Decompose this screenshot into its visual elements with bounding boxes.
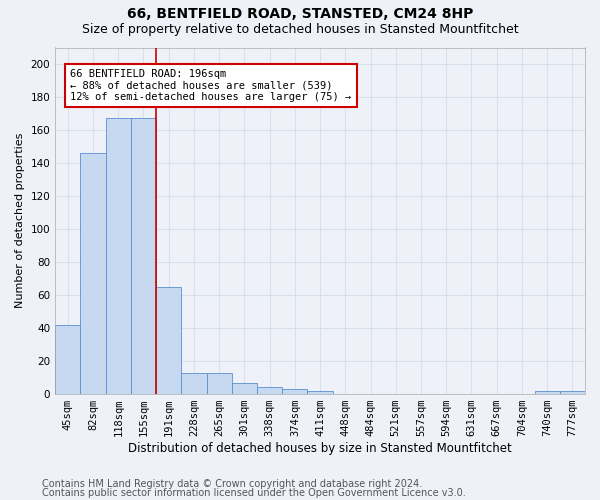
Bar bbox=[232, 382, 257, 394]
Bar bbox=[106, 118, 131, 394]
Y-axis label: Number of detached properties: Number of detached properties bbox=[15, 133, 25, 308]
Text: Contains HM Land Registry data © Crown copyright and database right 2024.: Contains HM Land Registry data © Crown c… bbox=[42, 479, 422, 489]
Bar bbox=[257, 388, 282, 394]
Bar bbox=[156, 287, 181, 394]
Bar bbox=[181, 372, 206, 394]
Bar bbox=[535, 391, 560, 394]
Text: Size of property relative to detached houses in Stansted Mountfitchet: Size of property relative to detached ho… bbox=[82, 22, 518, 36]
Bar bbox=[131, 118, 156, 394]
Bar bbox=[206, 372, 232, 394]
Bar bbox=[307, 391, 332, 394]
X-axis label: Distribution of detached houses by size in Stansted Mountfitchet: Distribution of detached houses by size … bbox=[128, 442, 512, 455]
Text: 66 BENTFIELD ROAD: 196sqm
← 88% of detached houses are smaller (539)
12% of semi: 66 BENTFIELD ROAD: 196sqm ← 88% of detac… bbox=[70, 69, 352, 102]
Bar bbox=[282, 389, 307, 394]
Bar bbox=[80, 153, 106, 394]
Bar bbox=[55, 325, 80, 394]
Text: 66, BENTFIELD ROAD, STANSTED, CM24 8HP: 66, BENTFIELD ROAD, STANSTED, CM24 8HP bbox=[127, 8, 473, 22]
Text: Contains public sector information licensed under the Open Government Licence v3: Contains public sector information licen… bbox=[42, 488, 466, 498]
Bar bbox=[560, 391, 585, 394]
